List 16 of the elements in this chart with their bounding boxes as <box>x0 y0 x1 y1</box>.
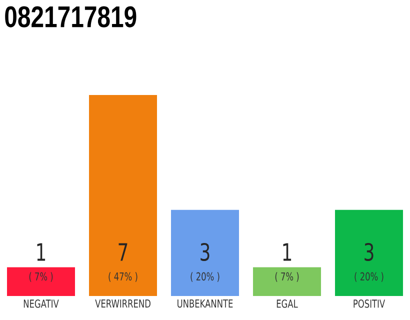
annotation: ( 20% ) <box>354 272 384 282</box>
data-label: 1 <box>283 243 292 261</box>
x-tick-label: EGAL <box>276 300 298 308</box>
data-label: 1 <box>37 243 46 261</box>
chart-title: 0821717819 <box>5 6 136 28</box>
annotation: ( 20% ) <box>190 272 220 282</box>
data-label: 3 <box>364 242 374 262</box>
annotation: ( 7% ) <box>275 272 299 282</box>
x-tick-label: POSITIV <box>354 300 385 308</box>
x-tick-label: VERWIRREND <box>95 300 150 308</box>
data-label: 3 <box>200 242 210 262</box>
data-label: 7 <box>118 243 128 261</box>
x-tick-label: UNBEKANNTE <box>178 300 233 308</box>
annotation: ( 7% ) <box>29 272 53 282</box>
annotation: ( 47% ) <box>108 272 138 282</box>
x-tick-label: NEGATIV <box>24 300 59 308</box>
